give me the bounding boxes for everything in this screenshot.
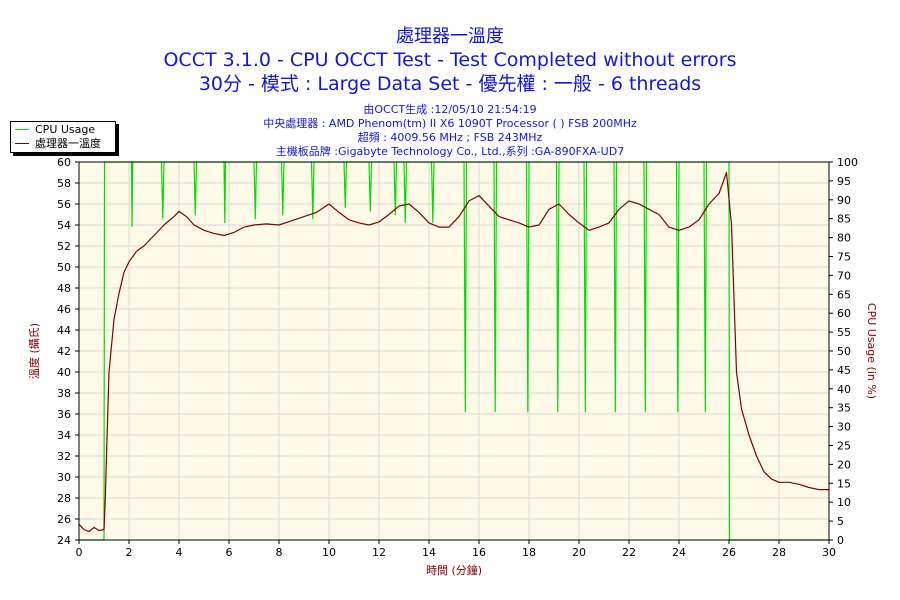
y-right-tick-label: 5: [837, 515, 844, 528]
legend-label-temperature: 處理器一溫度: [35, 136, 101, 150]
y-left-tick-label: 34: [57, 429, 71, 442]
info-line-overclock: 超頻 : 4009.56 MHz ; FSB 243MHz: [357, 131, 543, 144]
y-left-tick-label: 40: [57, 366, 71, 379]
y-right-tick-label: 65: [837, 288, 851, 301]
y-right-tick-label: 10: [837, 496, 851, 509]
x-axis-label: 時間 (分鐘): [426, 563, 482, 577]
y-left-tick-label: 60: [57, 156, 71, 169]
x-tick-label: 22: [622, 546, 636, 559]
y-left-tick-label: 38: [57, 387, 71, 400]
y-right-tick-label: 50: [837, 345, 851, 358]
y-right-tick-label: 20: [837, 458, 851, 471]
x-tick-label: 4: [176, 546, 183, 559]
y-left-tick-label: 44: [57, 324, 71, 337]
y-right-tick-label: 60: [837, 307, 851, 320]
y-right-tick-label: 30: [837, 421, 851, 434]
y-left-tick-label: 36: [57, 408, 71, 421]
legend-swatch-temperature: [15, 142, 29, 144]
legend-item-cpu-usage: CPU Usage: [11, 122, 115, 136]
y-left-tick-label: 52: [57, 240, 71, 253]
chart-title-1: 處理器一溫度: [396, 26, 504, 47]
x-tick-label: 26: [722, 546, 736, 559]
series-layer: [78, 161, 829, 541]
y-axis-right-label: CPU Usage (in %): [865, 303, 878, 399]
legend-item-temperature: 處理器一溫度: [11, 136, 115, 150]
legend-label-cpu-usage: CPU Usage: [35, 122, 96, 136]
x-tick-label: 18: [522, 546, 536, 559]
y-left-tick-label: 56: [57, 198, 71, 211]
info-line-cpu: 中央處理器 : AMD Phenom(tm) II X6 1090T Proce…: [263, 117, 637, 130]
y-left-tick-label: 46: [57, 303, 71, 316]
y-right-tick-label: 90: [837, 194, 851, 207]
info-line-motherboard: 主機板品牌 :Gigabyte Technology Co., Ltd.,系列 …: [275, 145, 625, 158]
y-left-tick-label: 26: [57, 513, 71, 526]
y-left-tick-label: 30: [57, 471, 71, 484]
tick-layer: 0 2 4 6 8 10 12 14 16 18 20 22 24 26 28 302426283032343…: [57, 156, 858, 559]
y-right-tick-label: 40: [837, 383, 851, 396]
y-right-tick-label: 15: [837, 477, 851, 490]
x-tick-label: 10: [322, 546, 336, 559]
y-right-tick-label: 80: [837, 232, 851, 245]
x-tick-label: 24: [672, 546, 686, 559]
x-tick-label: 16: [472, 546, 486, 559]
y-left-tick-label: 54: [57, 219, 71, 232]
series-line-temperature: [78, 171, 829, 533]
chart-legend: CPU Usage 處理器一溫度: [10, 121, 116, 153]
x-tick-label: 20: [572, 546, 586, 559]
y-left-tick-label: 24: [57, 534, 71, 547]
info-block: 由OCCT生成 :12/05/10 21:54:19 中央處理器 : AMD P…: [0, 103, 900, 159]
x-tick-label: 28: [772, 546, 786, 559]
y-left-tick-label: 48: [57, 282, 71, 295]
y-left-tick-label: 58: [57, 177, 71, 190]
x-tick-label: 8: [276, 546, 283, 559]
legend-swatch-cpu-usage: [15, 128, 29, 130]
y-right-tick-label: 35: [837, 402, 851, 415]
y-left-tick-label: 28: [57, 492, 71, 505]
y-right-tick-label: 85: [837, 213, 851, 226]
y-right-tick-label: 45: [837, 364, 851, 377]
y-left-tick-label: 32: [57, 450, 71, 463]
chart-title-2: OCCT 3.1.0 - CPU OCCT Test - Test Comple…: [163, 49, 737, 71]
y-right-tick-label: 100: [837, 156, 858, 169]
x-tick-label: 30: [822, 546, 836, 559]
x-tick-label: 14: [422, 546, 436, 559]
y-right-tick-label: 70: [837, 269, 851, 282]
x-tick-label: 2: [126, 546, 133, 559]
y-left-tick-label: 50: [57, 261, 71, 274]
x-tick-label: 6: [226, 546, 233, 559]
x-tick-label: 0: [76, 546, 83, 559]
y-right-tick-label: 95: [837, 175, 851, 188]
x-tick-label: 12: [372, 546, 386, 559]
chart-title-3: 30分 - 模式 : Large Data Set - 優先權 : 一般 - 6…: [198, 73, 702, 95]
info-line-generated: 由OCCT生成 :12/05/10 21:54:19: [363, 103, 537, 116]
series-line-cpu-usage: [79, 161, 829, 541]
y-right-tick-label: 0: [837, 534, 844, 547]
y-axis-left-label: 溫度 (攝氏): [27, 323, 41, 379]
y-right-tick-label: 75: [837, 251, 851, 264]
y-right-tick-label: 55: [837, 326, 851, 339]
y-right-tick-label: 25: [837, 440, 851, 453]
y-left-tick-label: 42: [57, 345, 71, 358]
